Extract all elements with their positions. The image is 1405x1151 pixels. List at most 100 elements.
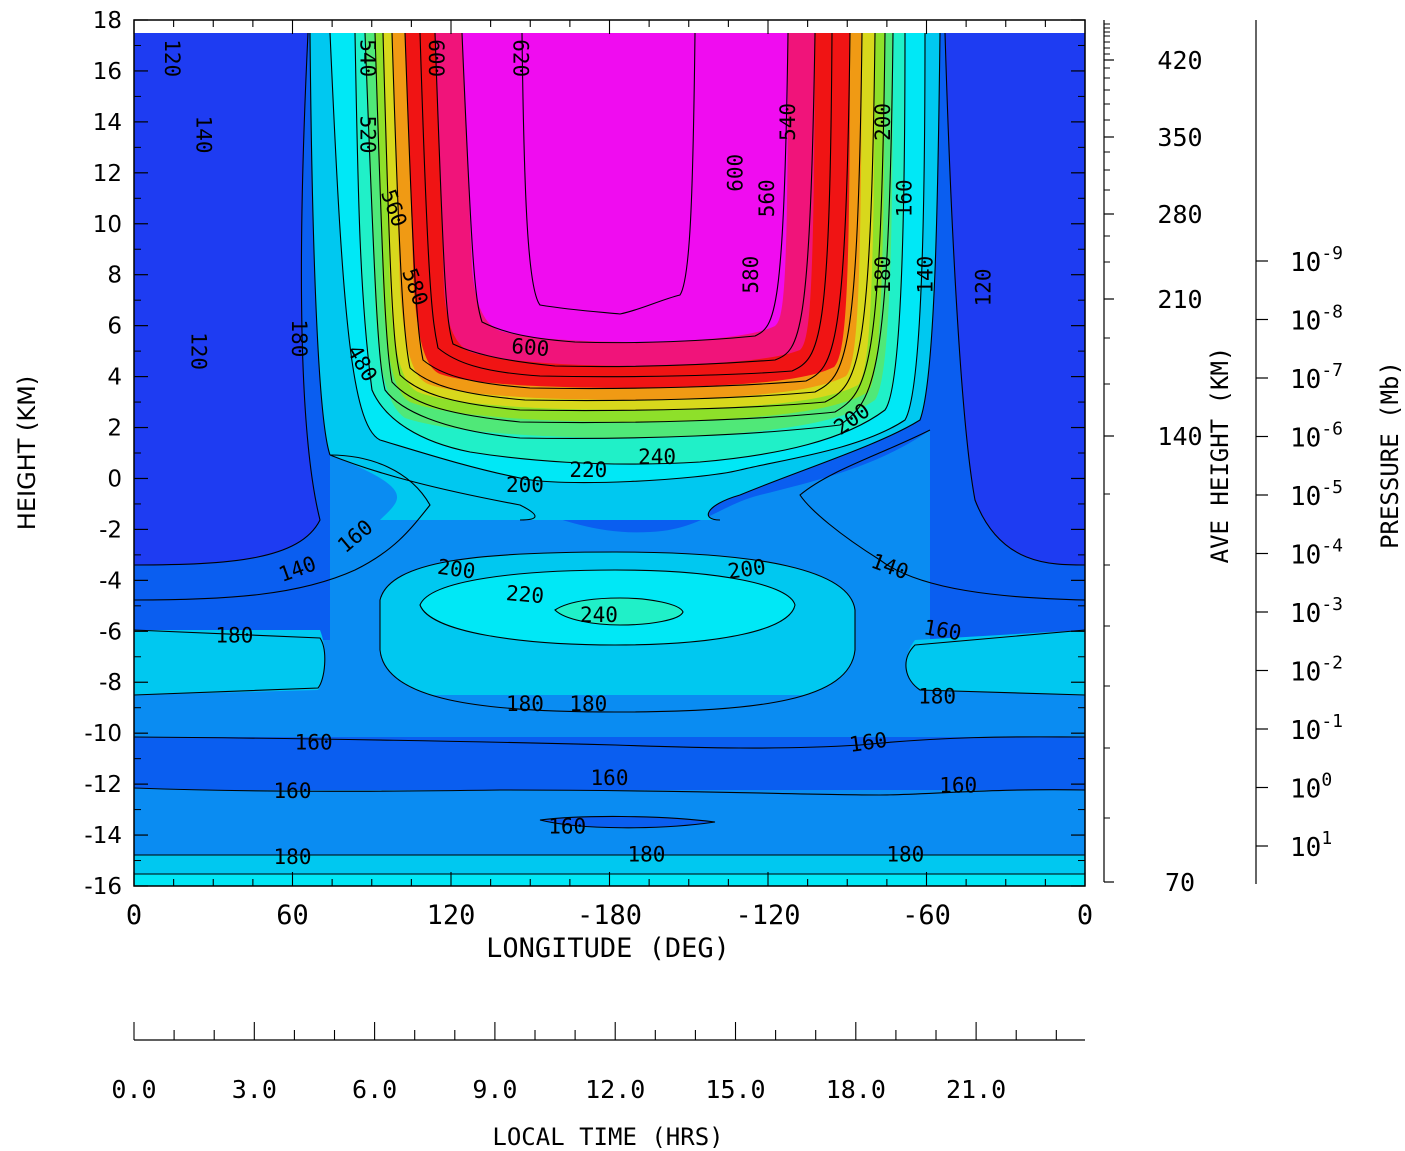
y-tick-label: 2 (107, 416, 122, 442)
contour-line (329, 33, 926, 484)
contour-line (134, 33, 321, 566)
y-tick-label: -16 (84, 874, 122, 900)
local-time-tick-label: 9.0 (472, 1075, 517, 1104)
contour-line (134, 629, 326, 696)
contour-line (364, 33, 894, 439)
contour-line (419, 569, 796, 646)
contour-label: 180 (918, 685, 956, 709)
y-tick-label: 6 (107, 314, 122, 340)
contour-line (354, 33, 906, 465)
contour-line (799, 429, 1085, 601)
y-tick-label: 8 (107, 263, 122, 289)
contour-line (905, 629, 1085, 696)
pressure-tick-label: 10-5 (1290, 477, 1343, 512)
contour-line (539, 815, 716, 829)
contour-label: 180 (215, 623, 253, 647)
contour-label: 160 (892, 179, 916, 217)
y-tick-label: 0 (107, 466, 122, 492)
contour-line (434, 33, 816, 368)
local-time-title: LOCAL TIME (HRS) (492, 1123, 723, 1151)
contour-label: 120 (972, 268, 996, 306)
contour-label: 220 (505, 581, 545, 608)
contour-label: 180 (871, 256, 895, 294)
local-time-tick-label: 12.0 (585, 1075, 645, 1104)
contour-line (404, 33, 851, 390)
x-axis-title: LONGITUDE (DEG) (486, 933, 730, 964)
contour-label: 160 (591, 766, 629, 790)
y-tick-label: 10 (93, 212, 122, 238)
local-time-tick-label: 15.0 (705, 1075, 765, 1104)
contour-line (391, 33, 863, 402)
contour-line (461, 33, 789, 344)
contour-label: 580 (739, 256, 763, 294)
contour-label: 200 (726, 555, 767, 584)
band-140-lens-low (540, 816, 715, 828)
x-tick-label: -60 (902, 900, 951, 931)
y-tick-label: -4 (99, 568, 122, 594)
y-tick-label: 4 (107, 365, 122, 391)
band-right-180-lens (905, 630, 1085, 695)
ave-height-tick-label: 280 (1157, 200, 1202, 229)
x-tick-label: 0 (1077, 900, 1093, 931)
x-tick-label: 120 (427, 900, 476, 931)
contour-label: 160 (848, 728, 889, 757)
y-axis-title: HEIGHT (KM) (13, 376, 41, 530)
contour-label: 140 (192, 116, 216, 154)
contour-line (134, 454, 431, 601)
band-cold-right (945, 33, 1085, 565)
local-time-tick-label: 0.0 (111, 1075, 156, 1104)
band-160-row-a (134, 695, 1085, 737)
pressure-title: PRESSURE (Mb) (1376, 361, 1404, 549)
contour-label: 160 (548, 814, 586, 838)
pressure-tick-label: 10-4 (1290, 536, 1343, 571)
pressure-tick-label: 10-2 (1290, 653, 1343, 688)
contour-label: 120 (160, 39, 184, 77)
pressure-tick-label: 10-8 (1290, 302, 1343, 337)
contour-label: 560 (755, 179, 779, 217)
contour-label: 600 (723, 154, 747, 192)
y-tick-label: -2 (99, 517, 122, 543)
band-cold-left (134, 33, 320, 565)
contour-label: 240 (580, 603, 618, 627)
local-time-tick-label: 21.0 (946, 1075, 1006, 1104)
contour-label: 120 (186, 332, 210, 370)
contour-line (382, 33, 876, 412)
band-left-180-lens (134, 630, 325, 695)
local-time-tick-label: 3.0 (232, 1075, 277, 1104)
y-tick-label: -14 (84, 823, 122, 849)
contour-label: 220 (569, 458, 607, 482)
band-140-row (134, 737, 1085, 795)
contour-label: 600 (510, 334, 550, 361)
contour-line (379, 551, 856, 713)
contour-label: 180 (287, 319, 311, 357)
y-tick-label: 12 (93, 161, 122, 187)
pressure-tick-label: 10-9 (1290, 243, 1343, 278)
contour-line (419, 33, 833, 378)
contour-label: 160 (939, 774, 977, 798)
contour-line (309, 33, 331, 456)
y-tick-label: -6 (99, 619, 122, 645)
contour-line (707, 494, 741, 521)
y-tick-label: 18 (93, 8, 122, 34)
pressure-tick-label: 10-1 (1290, 711, 1343, 746)
contour-label: 160 (295, 730, 333, 754)
contour-label: 540 (776, 103, 800, 141)
y-tick-label: -12 (84, 772, 122, 798)
contour-label: 520 (355, 116, 379, 154)
contour-label: 180 (886, 842, 924, 866)
ave-height-tick-label: 420 (1157, 46, 1202, 75)
contour-line (521, 33, 696, 315)
contour-label: 200 (506, 473, 544, 497)
contour-label: 140 (914, 256, 938, 294)
ave-height-tick-label: 210 (1157, 285, 1202, 314)
contour-label: 180 (274, 845, 312, 869)
x-tick-label: 0 (126, 900, 142, 931)
pressure-tick-label: 10-6 (1290, 419, 1343, 454)
pressure-tick-label: 10-7 (1290, 360, 1343, 395)
contour-label: 160 (274, 779, 312, 803)
contour-field (134, 33, 1085, 886)
contour-label: 180 (569, 692, 607, 716)
x-tick-label: -180 (577, 900, 642, 931)
